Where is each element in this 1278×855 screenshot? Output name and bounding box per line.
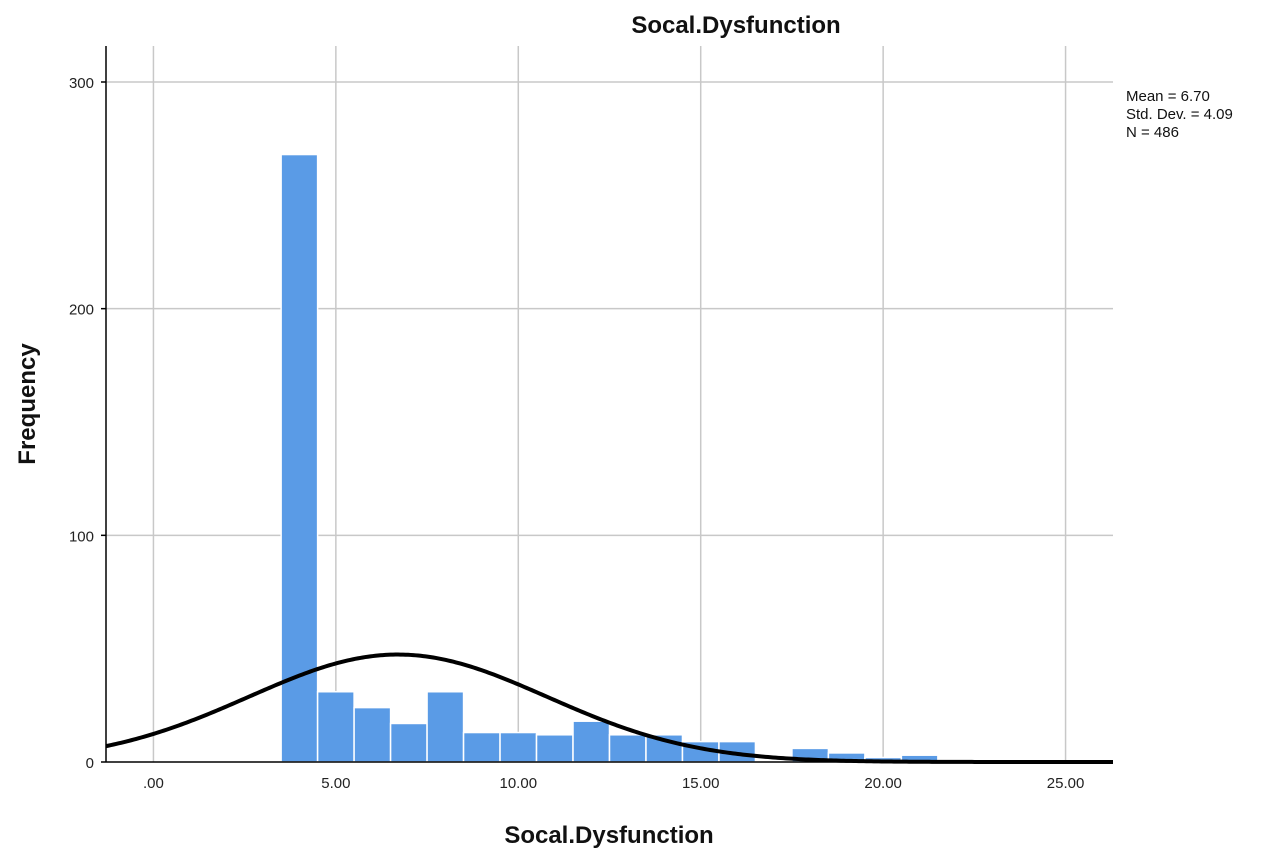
- y-tick-label: 300: [69, 75, 94, 92]
- histogram-bar: [426, 690, 465, 763]
- histogram-bar: [389, 722, 428, 763]
- histogram-bar: [353, 706, 392, 763]
- y-axis-title: Frequency: [14, 343, 41, 465]
- histogram-bar: [462, 731, 501, 763]
- x-tick-label: 5.00: [321, 775, 350, 792]
- stats-std-dev: Std. Dev. = 4.09: [1126, 106, 1233, 123]
- y-tick-label: 100: [69, 528, 94, 545]
- x-tick-label: 25.00: [1047, 775, 1085, 792]
- histogram-bar: [499, 731, 538, 763]
- stats-n: N = 486: [1126, 124, 1179, 141]
- histogram-bar: [535, 734, 574, 763]
- histogram-bar: [280, 153, 319, 763]
- x-tick-label: 20.00: [864, 775, 902, 792]
- x-tick-label: 10.00: [500, 775, 538, 792]
- bars-layer: [280, 153, 939, 763]
- grid-layer: [106, 46, 1113, 762]
- labels-layer: .00 5.00 10.00 15.00 20.00 25.00 0 100 200 300: [69, 75, 1084, 792]
- x-tick-label: .00: [143, 775, 164, 792]
- x-tick-label: 15.00: [682, 775, 720, 792]
- histogram-bar: [572, 720, 611, 763]
- stats-box: Mean = 6.70 Std. Dev. = 4.09 N = 486: [1126, 88, 1233, 141]
- histogram-bar: [608, 734, 647, 763]
- chart-title: Socal.Dysfunction: [631, 12, 840, 39]
- x-axis-title: Socal.Dysfunction: [504, 822, 713, 849]
- stats-mean: Mean = 6.70: [1126, 88, 1210, 105]
- y-tick-label: 0: [86, 755, 94, 772]
- axes-layer: [101, 46, 1113, 763]
- histogram-bar: [316, 690, 355, 763]
- y-tick-label: 200: [69, 302, 94, 319]
